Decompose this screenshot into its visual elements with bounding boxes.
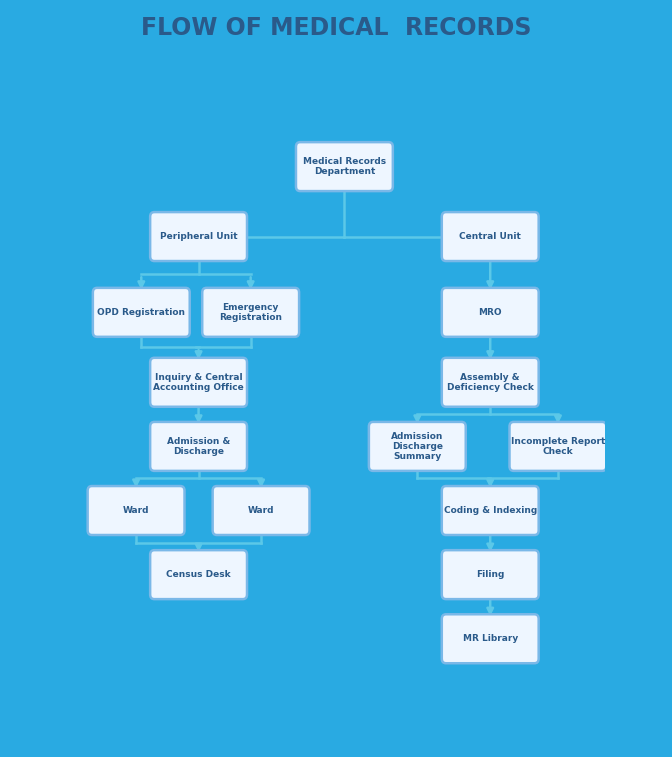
- FancyBboxPatch shape: [369, 422, 466, 471]
- Text: Admission
Discharge
Summary: Admission Discharge Summary: [391, 431, 444, 461]
- FancyBboxPatch shape: [442, 550, 539, 599]
- Text: Ward: Ward: [123, 506, 149, 515]
- FancyBboxPatch shape: [442, 288, 539, 337]
- FancyBboxPatch shape: [442, 358, 539, 407]
- Text: Admission &
Discharge: Admission & Discharge: [167, 437, 230, 456]
- Text: Medical Records
Department: Medical Records Department: [303, 157, 386, 176]
- Text: OPD Registration: OPD Registration: [97, 308, 185, 317]
- FancyBboxPatch shape: [87, 486, 185, 535]
- Text: Peripheral Unit: Peripheral Unit: [160, 232, 237, 241]
- FancyBboxPatch shape: [442, 486, 539, 535]
- Text: Filing: Filing: [476, 570, 505, 579]
- Text: MR Library: MR Library: [462, 634, 518, 643]
- Text: Coding & Indexing: Coding & Indexing: [444, 506, 537, 515]
- Text: Incomplete Report
Check: Incomplete Report Check: [511, 437, 605, 456]
- FancyBboxPatch shape: [150, 212, 247, 261]
- FancyBboxPatch shape: [442, 212, 539, 261]
- FancyBboxPatch shape: [296, 142, 393, 191]
- Text: FLOW OF MEDICAL  RECORDS: FLOW OF MEDICAL RECORDS: [140, 17, 532, 40]
- FancyBboxPatch shape: [442, 614, 539, 663]
- FancyBboxPatch shape: [150, 358, 247, 407]
- FancyBboxPatch shape: [212, 486, 310, 535]
- Text: Ward: Ward: [248, 506, 274, 515]
- FancyBboxPatch shape: [150, 422, 247, 471]
- Text: MRO: MRO: [478, 308, 502, 317]
- Text: Central Unit: Central Unit: [459, 232, 521, 241]
- Text: Inquiry & Central
Accounting Office: Inquiry & Central Accounting Office: [153, 372, 244, 392]
- FancyBboxPatch shape: [509, 422, 606, 471]
- Text: Census Desk: Census Desk: [166, 570, 231, 579]
- FancyBboxPatch shape: [93, 288, 190, 337]
- Text: Emergency
Registration: Emergency Registration: [219, 303, 282, 322]
- FancyBboxPatch shape: [150, 550, 247, 599]
- Text: Assembly &
Deficiency Check: Assembly & Deficiency Check: [447, 372, 534, 392]
- FancyBboxPatch shape: [202, 288, 299, 337]
